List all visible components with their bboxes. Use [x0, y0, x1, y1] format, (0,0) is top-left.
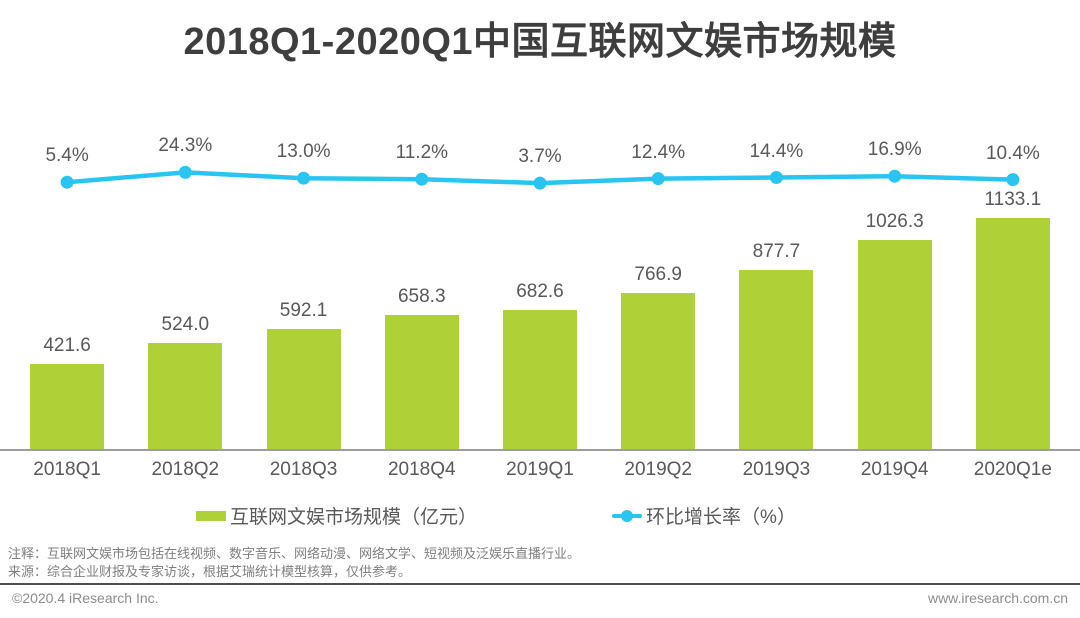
bar	[739, 270, 814, 450]
bar	[975, 218, 1050, 450]
growth-rate-label: 14.4%	[749, 140, 804, 162]
bar	[30, 363, 105, 450]
bar-column: 658.3	[363, 100, 481, 450]
x-axis-label: 2018Q4	[387, 459, 456, 480]
source-line: 来源：综合企业财报及专家访谈，根据艾瑞统计模型核算，仅供参考。	[8, 564, 412, 579]
legend-item-bar: 互联网文娱市场规模（亿元）	[196, 502, 477, 529]
bar-legend-swatch	[196, 510, 227, 521]
bar-column: 592.1	[244, 100, 362, 450]
growth-rate-label: 11.2%	[395, 142, 449, 164]
bar	[148, 342, 223, 450]
x-axis-label: 2019Q3	[742, 459, 811, 480]
bar-value-label: 524.0	[161, 313, 210, 335]
bar-value-label: 766.9	[634, 264, 682, 285]
x-axis-label: 2019Q4	[860, 459, 929, 480]
x-axis-line	[0, 449, 1080, 451]
footer: ©2020.4 iResearch Inc. www.iresearch.com…	[12, 590, 1068, 606]
bar-value-label: 421.6	[43, 334, 91, 356]
bar-value-label: 682.6	[516, 281, 564, 303]
x-axis-label: 2018Q1	[33, 459, 101, 480]
bar	[266, 328, 341, 450]
bar-value-label: 658.3	[397, 286, 446, 308]
bar-legend-label: 互联网文娱市场规模（亿元）	[230, 507, 478, 528]
x-axis-label: 2020Q1e	[973, 459, 1052, 480]
bar-value-label: 877.7	[752, 241, 801, 263]
bar-column: 766.9	[599, 100, 717, 450]
bar-value-label: 1133.1	[984, 189, 1042, 210]
bar-value-label: 592.1	[279, 299, 328, 321]
growth-rate-label: 12.4%	[631, 141, 686, 163]
line-legend-dot	[621, 509, 634, 522]
bar-value-label: 1026.3	[865, 210, 924, 232]
x-axis-label: 2019Q1	[506, 459, 574, 480]
bar	[502, 310, 577, 450]
bar-column: 1026.3	[836, 100, 954, 450]
copyright-text: ©2020.4 iResearch Inc.	[12, 590, 159, 606]
bar-column: 421.6	[8, 100, 126, 450]
growth-rate-label: 16.9%	[867, 139, 922, 161]
x-axis-label: 2019Q2	[624, 459, 693, 480]
footer-divider	[0, 583, 1080, 585]
bar	[621, 293, 696, 450]
note-line: 注释：互联网文娱市场包括在线视频、数字音乐、网络动漫、网络文学、短视频及泛娱乐直…	[8, 546, 581, 561]
bar-column: 877.7	[717, 100, 835, 450]
growth-rate-label: 24.3%	[158, 135, 213, 157]
bar-column: 682.6	[481, 100, 599, 450]
growth-rate-label: 13.0%	[276, 141, 331, 163]
bar-series: 421.6 524.0 592.1 658.3 682.6 766.9 877.7 1026.…	[8, 100, 1072, 450]
bar-column: 524.0	[126, 100, 244, 450]
growth-rate-label: 5.4%	[45, 145, 89, 167]
line-legend-label: 环比增长率（%）	[646, 507, 796, 528]
x-axis-labels: 2018Q1 2018Q2 2018Q3 2018Q4 2019Q1 2019Q2 2019…	[8, 459, 1072, 481]
bar	[384, 315, 459, 450]
notes: 注释：互联网文娱市场包括在线视频、数字音乐、网络动漫、网络文学、短视频及泛娱乐直…	[8, 545, 580, 581]
line-legend-marker	[612, 509, 643, 522]
growth-rate-label: 3.7%	[518, 146, 562, 168]
bar-column: 1133.1	[954, 100, 1072, 450]
x-axis-label: 2018Q2	[151, 459, 220, 480]
legend: 互联网文娱市场规模（亿元） 环比增长率（%）	[0, 502, 1036, 529]
website-url: www.iresearch.com.cn	[927, 590, 1068, 606]
chart-title: 2018Q1-2020Q1中国互联网文娱市场规模	[183, 21, 897, 63]
chart-plot-area: 421.6 524.0 592.1 658.3 682.6 766.9 877.7 1026.…	[8, 100, 1072, 450]
legend-item-line: 环比增长率（%）	[612, 502, 796, 529]
x-axis-label: 2018Q3	[269, 459, 338, 480]
growth-rate-label: 10.4%	[985, 142, 1040, 164]
bar	[857, 239, 932, 450]
